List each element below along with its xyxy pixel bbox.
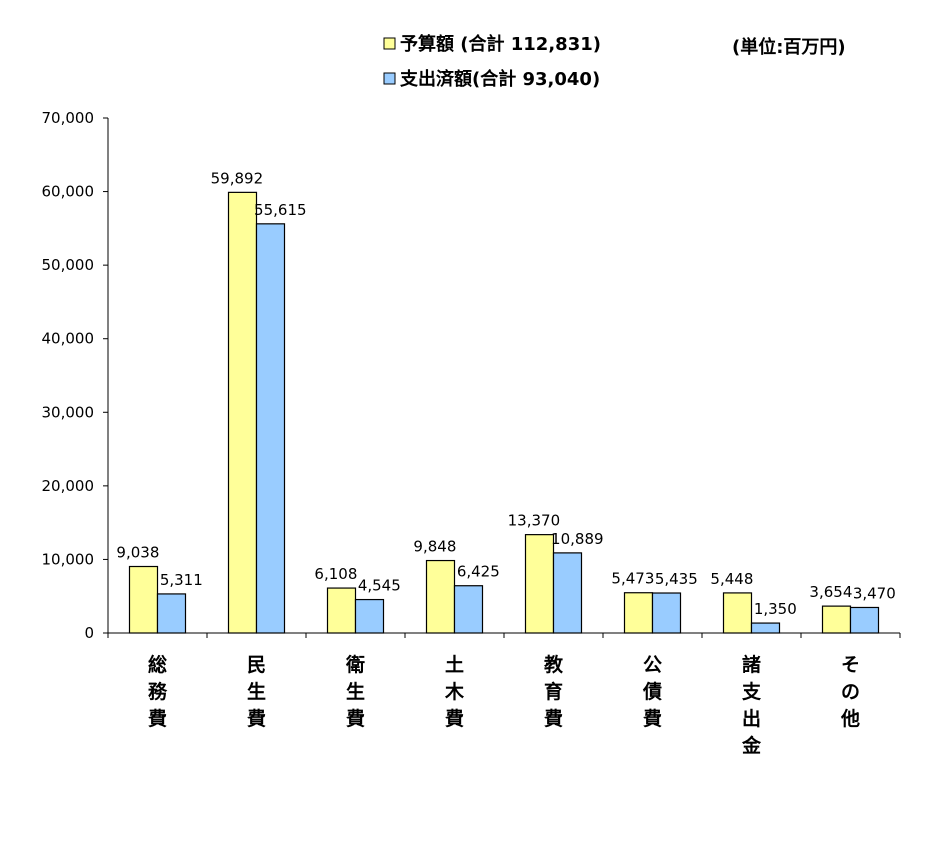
bar-budget [722, 592, 753, 634]
bar-expenditure [255, 223, 286, 634]
data-label-expenditure: 4,545 [358, 577, 401, 595]
y-tick-label: 0 [84, 624, 94, 642]
category-labels: 総務費 民生費 衛生費 土木費 教育費 公債費 諸支出金 その他 [148, 653, 860, 757]
data-label-expenditure: 55,615 [254, 201, 307, 219]
bar-expenditure [156, 593, 187, 634]
category-label: 土木費 [444, 654, 465, 730]
legend: 予算額 (合計 112,831) 支出済額(合計 93,040) [383, 33, 601, 90]
bar-budget [326, 587, 357, 634]
bar-budget [227, 191, 258, 634]
bar-budget [425, 559, 456, 634]
legend-label-expenditure: 支出済額(合計 93,040) [399, 68, 600, 90]
bar-budget [524, 534, 555, 634]
data-label-budget: 5,448 [710, 570, 753, 588]
bar-budget [821, 605, 852, 634]
legend-label-budget: 予算額 (合計 112,831) [400, 33, 601, 55]
category-label: 民生費 [247, 654, 266, 730]
data-label-budget: 9,848 [413, 538, 456, 556]
data-label-expenditure: 5,311 [160, 571, 203, 589]
data-label-expenditure: 1,350 [754, 600, 797, 618]
category-label: 諸支出金 [741, 653, 762, 757]
y-tick-label: 10,000 [42, 550, 95, 568]
data-label-budget: 9,038 [116, 544, 159, 562]
category-label: 教育費 [544, 653, 564, 730]
y-tick-label: 30,000 [42, 403, 95, 421]
y-axis: 0 10,000 20,000 30,000 40,000 50,000 60,000 70,… [42, 109, 109, 642]
bar-budget [128, 565, 159, 634]
bar-expenditure [354, 598, 385, 634]
bar-expenditure [849, 606, 880, 634]
data-label-expenditure: 3,470 [853, 584, 896, 602]
category-label: 公債費 [642, 654, 662, 730]
y-tick-label: 40,000 [42, 330, 95, 348]
data-label-expenditure: 5,435 [655, 570, 698, 588]
data-label-budget: 59,892 [211, 169, 264, 187]
bar-budget [623, 592, 654, 634]
y-tick-label: 50,000 [42, 256, 95, 274]
data-label-budget: 3,654 [809, 583, 852, 601]
bar-expenditure [651, 592, 682, 634]
x-axis [107, 632, 901, 638]
legend-swatch-budget [383, 37, 396, 50]
bar-expenditure [750, 622, 781, 634]
bar-expenditure [552, 552, 583, 634]
unit-label: (単位:百万円) [732, 36, 846, 58]
y-tick-label: 60,000 [42, 183, 95, 201]
y-tick-label: 20,000 [42, 477, 95, 495]
legend-swatch-expenditure [383, 72, 396, 85]
bars [128, 191, 880, 634]
data-label-budget: 5,473 [611, 570, 654, 588]
data-label-expenditure: 10,889 [551, 530, 604, 548]
y-tick-label: 70,000 [42, 109, 95, 127]
data-label-budget: 13,370 [508, 512, 561, 530]
data-label-expenditure: 6,425 [457, 563, 500, 581]
category-label: その他 [840, 654, 860, 730]
bar-expenditure [453, 585, 484, 634]
category-label: 総務費 [148, 653, 168, 730]
category-label: 衛生費 [345, 653, 365, 730]
data-label-budget: 6,108 [314, 565, 357, 583]
